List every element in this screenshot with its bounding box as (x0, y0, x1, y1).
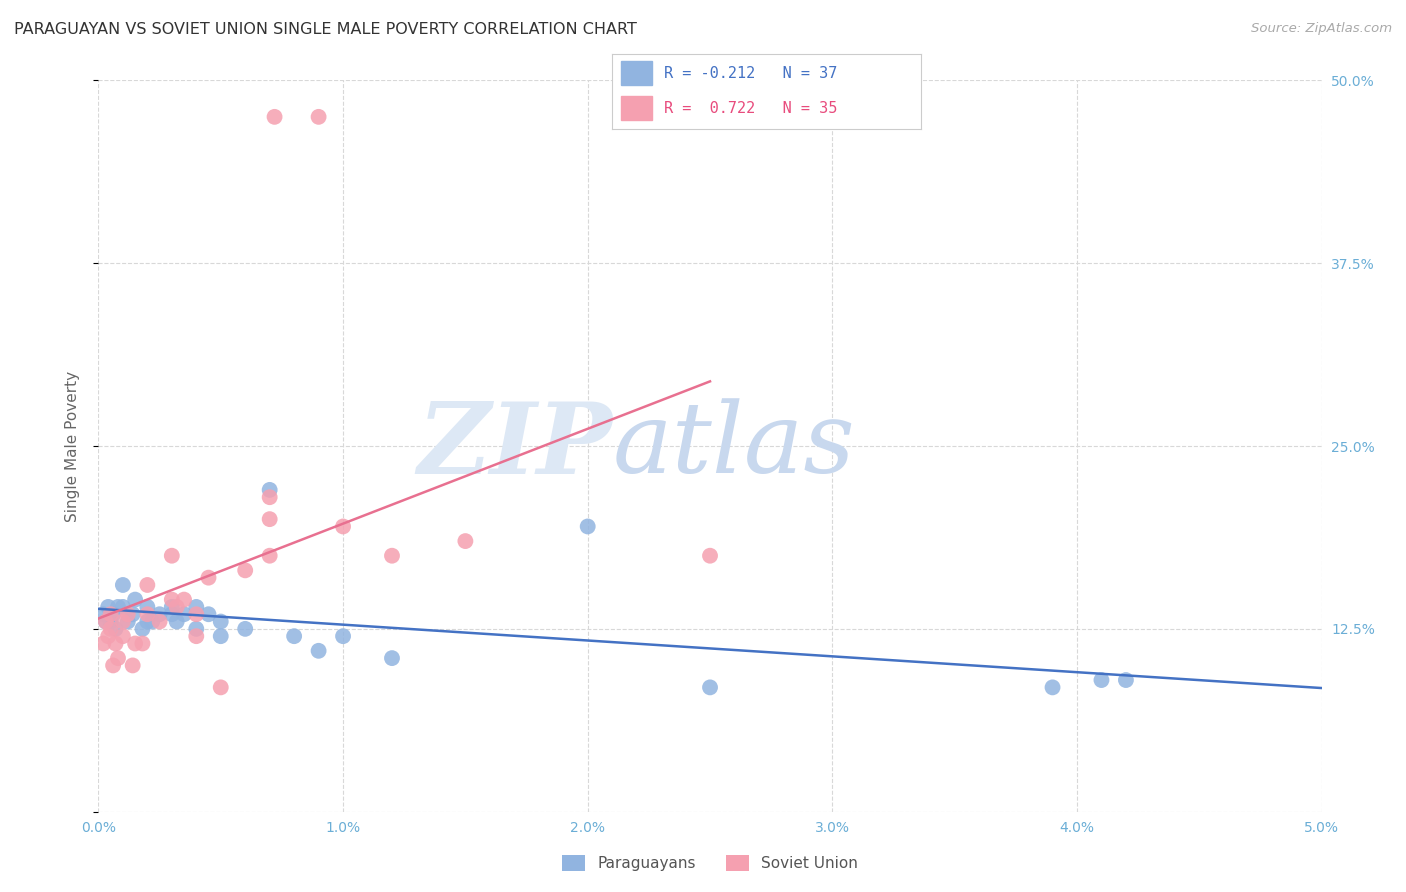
Point (186, 607, 208, 622)
Point (149, 615, 172, 629)
Point (124, 592, 146, 607)
Text: R = -0.212   N = 37: R = -0.212 N = 37 (664, 67, 838, 81)
Point (101, 658, 124, 673)
Point (136, 615, 159, 629)
Point (100, 615, 122, 629)
Point (141, 615, 163, 629)
Point (1090, 673, 1112, 687)
Point (332, 519, 354, 533)
Bar (621, 96, 652, 120)
Point (160, 607, 183, 622)
Point (1115, 673, 1137, 687)
Point (263, 110, 285, 124)
Point (186, 599, 208, 614)
Point (699, 549, 721, 563)
Point (117, 607, 139, 622)
Point (136, 599, 159, 614)
Point (233, 622, 256, 636)
Point (121, 607, 143, 622)
Point (111, 599, 134, 614)
Point (308, 110, 330, 124)
Point (283, 629, 305, 643)
Point (209, 615, 232, 629)
Point (259, 483, 281, 497)
Point (332, 629, 354, 643)
Point (308, 644, 330, 658)
Point (111, 578, 134, 592)
Point (101, 607, 124, 622)
Point (94, 615, 117, 629)
Point (91, 607, 114, 622)
Point (124, 636, 146, 650)
Point (131, 636, 153, 650)
Point (259, 549, 281, 563)
Point (104, 636, 127, 650)
Point (233, 563, 256, 577)
Text: R =  0.722   N = 35: R = 0.722 N = 35 (664, 102, 838, 116)
Point (111, 615, 134, 629)
Point (149, 607, 172, 622)
Point (209, 629, 232, 643)
Y-axis label: Single Male Poverty: Single Male Poverty (65, 370, 80, 522)
Point (259, 490, 281, 504)
Point (699, 681, 721, 695)
Point (186, 629, 208, 643)
Point (97, 599, 120, 614)
Text: atlas: atlas (612, 399, 855, 493)
Point (160, 592, 183, 607)
Point (197, 571, 219, 585)
Point (1042, 681, 1064, 695)
Point (259, 512, 281, 526)
Point (91, 636, 114, 650)
Point (173, 607, 195, 622)
Point (381, 651, 404, 665)
Point (160, 549, 183, 563)
Point (100, 607, 122, 622)
Legend: Paraguayans, Soviet Union: Paraguayans, Soviet Union (555, 849, 865, 877)
Point (173, 592, 195, 607)
Point (136, 578, 159, 592)
Point (209, 681, 232, 695)
Point (381, 549, 404, 563)
Point (576, 519, 599, 533)
Point (454, 534, 477, 549)
Point (97, 629, 120, 643)
Point (94, 615, 117, 629)
Text: PARAGUAYAN VS SOVIET UNION SINGLE MALE POVERTY CORRELATION CHART: PARAGUAYAN VS SOVIET UNION SINGLE MALE P… (14, 22, 637, 37)
Point (160, 599, 183, 614)
Text: ZIP: ZIP (418, 398, 612, 494)
Point (166, 599, 188, 614)
Point (166, 615, 188, 629)
Point (136, 607, 159, 622)
Point (111, 629, 134, 643)
Text: Source: ZipAtlas.com: Source: ZipAtlas.com (1251, 22, 1392, 36)
Point (197, 607, 219, 622)
Point (117, 615, 139, 629)
Point (131, 622, 153, 636)
Point (121, 658, 143, 673)
Point (107, 651, 129, 665)
Point (100, 622, 122, 636)
Bar (621, 62, 652, 86)
Point (186, 622, 208, 636)
Point (107, 599, 129, 614)
Point (104, 622, 127, 636)
